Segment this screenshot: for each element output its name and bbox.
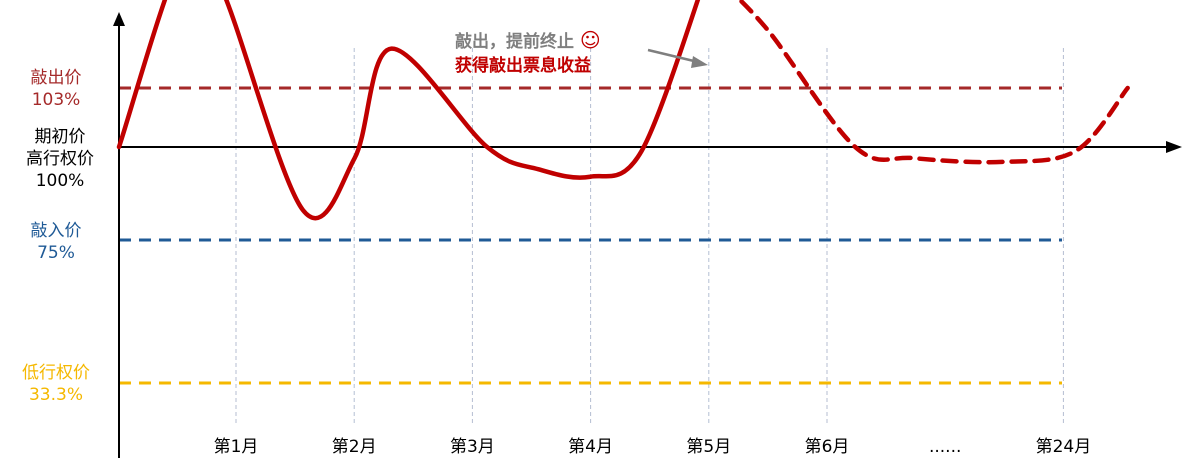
x-tick-label-6: 第6月: [805, 437, 850, 457]
x-axis-arrow: [1166, 141, 1182, 153]
x-tick-label-7: ......: [929, 437, 961, 457]
annotation-arrowhead: [691, 56, 708, 68]
smiley-icon: ☺: [579, 28, 601, 52]
annotation-line2: 获得敲出票息收益: [455, 56, 591, 76]
annotation-arrow: [647, 48, 699, 64]
x-tick-label-1: 第1月: [214, 437, 259, 457]
x-tick-label-2: 第2月: [332, 437, 377, 457]
price-path-actual: [116, 0, 701, 221]
knockout-price-label: 敲出价 103%: [30, 68, 82, 110]
knockin-price-label: 敲入价 75%: [30, 221, 82, 263]
knockout-annotation: 敲出，提前终止 ☺ 获得敲出票息收益: [455, 28, 655, 78]
y-axis-arrow: [113, 12, 125, 26]
price-paths: [116, 0, 1130, 221]
x-tick-label-4: 第4月: [568, 437, 613, 457]
x-tick-label-5: 第5月: [686, 437, 731, 457]
reference-lines: [119, 86, 1062, 385]
annotation-line1: 敲出，提前终止 ☺: [455, 28, 655, 54]
annotation-text1: 敲出，提前终止: [455, 32, 574, 52]
axes: [113, 12, 1182, 458]
x-tick-labels: 第1月 第2月 第3月 第4月 第5月 第6月...... 第24月: [214, 437, 1092, 457]
initial-price-label: 期初价 高行权价 100%: [26, 127, 94, 191]
x-tick-label-8: 第24月: [1036, 437, 1092, 457]
vertical-gridlines: [235, 48, 1064, 425]
low-strike-label: 低行权价 33.3%: [22, 363, 90, 405]
x-tick-label-3: 第3月: [450, 437, 495, 457]
price-path-projected: [736, 0, 1130, 165]
